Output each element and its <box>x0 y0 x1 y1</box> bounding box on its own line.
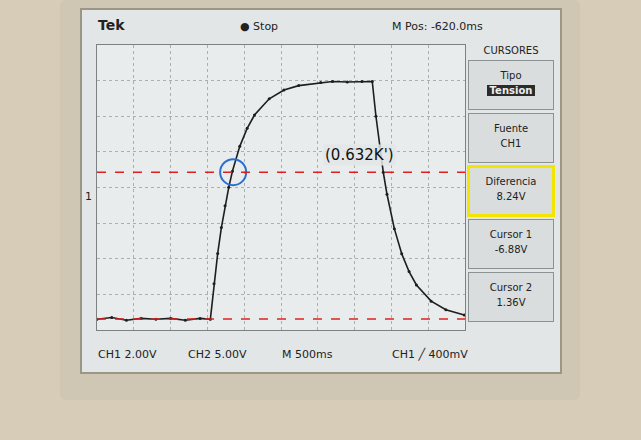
svg-text:(0.632K'): (0.632K') <box>325 146 394 164</box>
svg-text:1: 1 <box>85 190 92 203</box>
html-text:Cursor 1: Cursor 1 <box>489 229 533 240</box>
html-text:1.36V: 1.36V <box>496 297 526 308</box>
html-text:Fuente: Fuente <box>493 123 528 134</box>
html-text:Tipo: Tipo <box>500 70 522 81</box>
html-text:● Stop: ● Stop <box>240 20 279 33</box>
html-text:CH1 ╱ 400mV: CH1 ╱ 400mV <box>392 348 468 361</box>
html-text:Tek: Tek <box>98 17 125 33</box>
html-text:CH1 2.00V: CH1 2.00V <box>98 348 157 361</box>
html-text:CH1: CH1 <box>500 138 522 149</box>
html-text:Tension: Tension <box>489 85 533 96</box>
html-text:CURSORES: CURSORES <box>483 45 539 56</box>
html-text:M Pos: -620.0ms: M Pos: -620.0ms <box>392 20 483 33</box>
html-text:-6.88V: -6.88V <box>494 244 528 255</box>
html-text:Cursor 2: Cursor 2 <box>489 282 533 293</box>
html-text:8.24V: 8.24V <box>496 191 526 202</box>
html-text:Diferencia: Diferencia <box>485 176 537 187</box>
html-text:CH2 5.00V: CH2 5.00V <box>188 348 247 361</box>
html-text:M 500ms: M 500ms <box>282 348 333 361</box>
